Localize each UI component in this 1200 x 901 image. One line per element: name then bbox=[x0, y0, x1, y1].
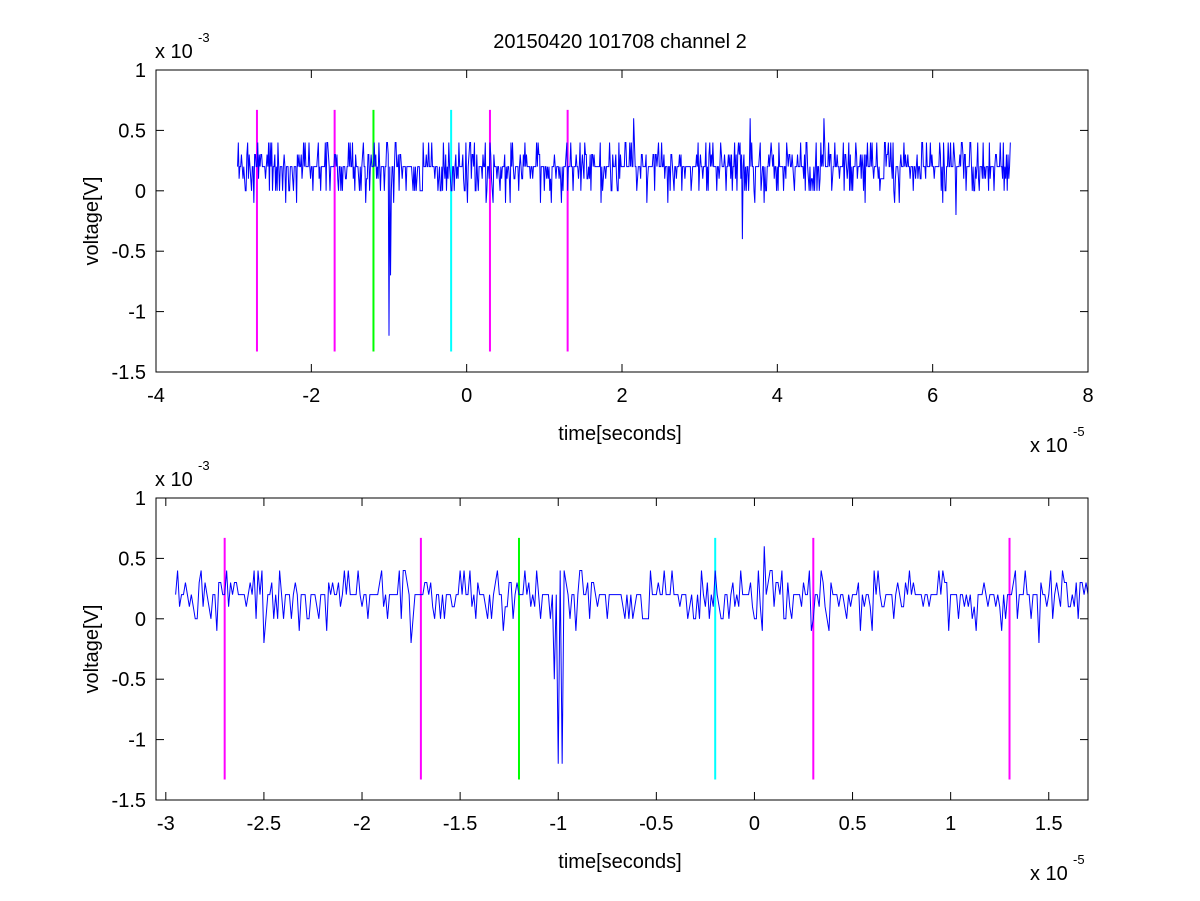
top-signal-line bbox=[237, 118, 1011, 336]
y-tick-label: 0 bbox=[135, 181, 146, 203]
top-x-axis-label: time[seconds] bbox=[558, 423, 681, 445]
bottom-axes-box bbox=[155, 497, 1089, 801]
x-tick-label: -0.5 bbox=[639, 813, 673, 835]
x-tick-label: 6 bbox=[927, 385, 938, 407]
y-tick-label: 0 bbox=[135, 609, 146, 631]
top-axes-box bbox=[155, 69, 1089, 373]
x-tick-label: -1 bbox=[549, 813, 567, 835]
x-tick-label: 1 bbox=[945, 813, 956, 835]
bottom-signal-line bbox=[175, 546, 1089, 764]
y-tick-label: 0.5 bbox=[118, 120, 146, 142]
x-tick-label: 0 bbox=[461, 385, 472, 407]
y-tick-label: -1.5 bbox=[112, 790, 146, 812]
svg-text:x 10: x 10 bbox=[155, 469, 193, 491]
y-tick-label: -0.5 bbox=[112, 241, 146, 263]
y-tick-label: -1 bbox=[128, 302, 146, 324]
top-x-multiplier: x 10 -5 bbox=[1030, 424, 1085, 457]
top-axes: -4 -2 0 2 4 6 8 -1.5 -1 -0.5 0 0.5 1 x 10 -3 x 10 -5… bbox=[81, 30, 1094, 457]
top-y-axis-label: voltage[V] bbox=[81, 177, 103, 266]
y-tick-label: -1.5 bbox=[112, 362, 146, 384]
bottom-x-multiplier: x 10 -5 bbox=[1030, 852, 1085, 885]
bottom-y-axis-label: voltage[V] bbox=[81, 605, 103, 694]
top-y-multiplier: x 10 -3 bbox=[155, 30, 210, 63]
x-tick-label: -2.5 bbox=[247, 813, 281, 835]
x-tick-label: 4 bbox=[772, 385, 783, 407]
x-tick-label: 0.5 bbox=[839, 813, 867, 835]
y-tick-label: 1 bbox=[135, 488, 146, 510]
bottom-x-axis-label: time[seconds] bbox=[558, 851, 681, 873]
x-tick-label: 2 bbox=[616, 385, 627, 407]
y-tick-label: -0.5 bbox=[112, 669, 146, 691]
y-tick-label: -1 bbox=[128, 730, 146, 752]
svg-text:-5: -5 bbox=[1073, 852, 1085, 867]
svg-text:-3: -3 bbox=[198, 458, 210, 473]
bottom-y-multiplier: x 10 -3 bbox=[155, 458, 210, 491]
y-tick-label: 0.5 bbox=[118, 548, 146, 570]
x-tick-label: -2 bbox=[353, 813, 371, 835]
x-tick-label: -3 bbox=[157, 813, 175, 835]
svg-text:x 10: x 10 bbox=[155, 41, 193, 63]
x-tick-label: -1.5 bbox=[443, 813, 477, 835]
bottom-axes: -3 -2.5 -2 -1.5 -1 -0.5 0 0.5 1 1.5 -1.5 -1 -0.5 0 0.5… bbox=[81, 458, 1089, 885]
x-tick-label: -2 bbox=[302, 385, 320, 407]
x-tick-label: -4 bbox=[147, 385, 165, 407]
x-tick-label: 8 bbox=[1082, 385, 1093, 407]
x-tick-label: 1.5 bbox=[1035, 813, 1063, 835]
x-tick-label: 0 bbox=[749, 813, 760, 835]
svg-text:x 10: x 10 bbox=[1030, 863, 1068, 885]
svg-text:x 10: x 10 bbox=[1030, 435, 1068, 457]
figure-title: 20150420 101708 channel 2 bbox=[493, 31, 747, 53]
svg-text:-3: -3 bbox=[198, 30, 210, 45]
svg-text:-5: -5 bbox=[1073, 424, 1085, 439]
y-tick-label: 1 bbox=[135, 60, 146, 82]
